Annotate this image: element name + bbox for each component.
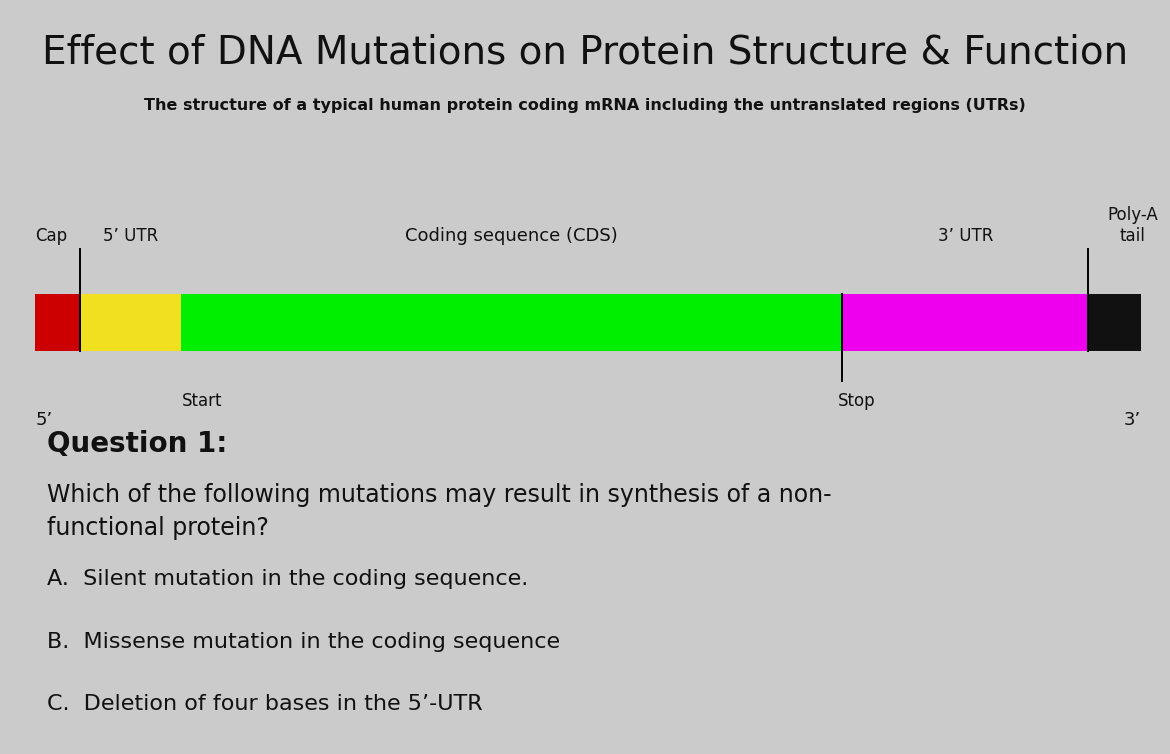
Text: 5’ UTR: 5’ UTR bbox=[103, 227, 159, 245]
Bar bbox=[842, 294, 1088, 351]
Text: C.  Deletion of four bases in the 5’-UTR: C. Deletion of four bases in the 5’-UTR bbox=[47, 694, 482, 715]
Bar bbox=[80, 294, 181, 351]
Text: Cap: Cap bbox=[35, 227, 67, 245]
Text: Stop: Stop bbox=[838, 392, 875, 410]
Text: Effect of DNA Mutations on Protein Structure & Function: Effect of DNA Mutations on Protein Struc… bbox=[42, 34, 1128, 72]
Text: Coding sequence (CDS): Coding sequence (CDS) bbox=[405, 227, 618, 245]
Bar bbox=[1088, 294, 1141, 351]
Bar bbox=[181, 294, 842, 351]
Text: Which of the following mutations may result in synthesis of a non-
functional pr: Which of the following mutations may res… bbox=[47, 483, 832, 540]
Text: 3’: 3’ bbox=[1123, 411, 1141, 429]
Text: A.  Silent mutation in the coding sequence.: A. Silent mutation in the coding sequenc… bbox=[47, 569, 528, 590]
Text: Poly-A
tail: Poly-A tail bbox=[1107, 207, 1158, 245]
Text: 3’ UTR: 3’ UTR bbox=[937, 227, 993, 245]
Text: The structure of a typical human protein coding mRNA including the untranslated : The structure of a typical human protein… bbox=[144, 98, 1026, 113]
Text: Start: Start bbox=[183, 392, 222, 410]
Text: 5’: 5’ bbox=[35, 411, 53, 429]
Text: Question 1:: Question 1: bbox=[47, 430, 227, 458]
Text: B.  Missense mutation in the coding sequence: B. Missense mutation in the coding seque… bbox=[47, 632, 560, 652]
Bar bbox=[35, 294, 80, 351]
